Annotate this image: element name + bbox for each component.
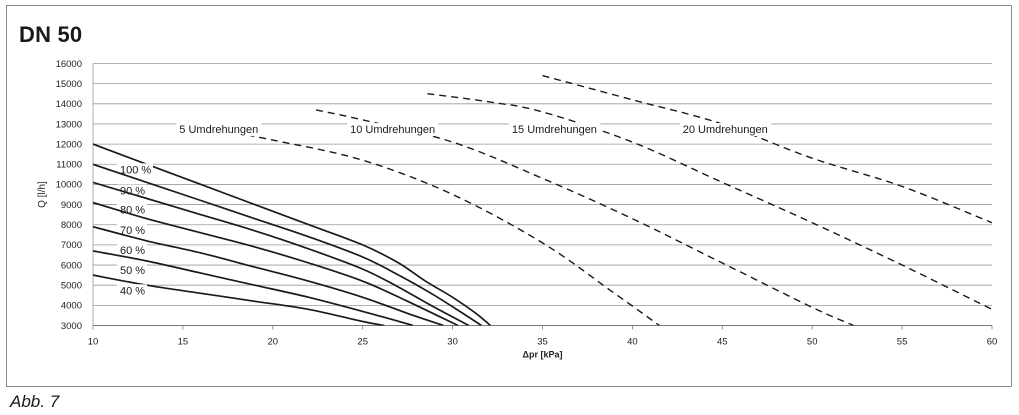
y-tick-label: 16000 xyxy=(56,59,82,70)
figure-caption: Abb. 7 xyxy=(10,392,60,411)
x-tick-label: 15 xyxy=(178,337,189,348)
series-line-7 xyxy=(93,274,385,326)
y-tick-label: 9000 xyxy=(61,200,82,211)
series-label-bg xyxy=(116,264,147,278)
series-line-5 xyxy=(93,225,444,326)
x-tick-label: 55 xyxy=(897,337,908,348)
series-label-bg xyxy=(116,243,147,257)
series-line-9 xyxy=(315,109,854,326)
series-label-bg xyxy=(508,123,601,137)
x-axis-label: Δpr [kPa] xyxy=(523,350,563,360)
series-label: 90 % xyxy=(120,186,145,198)
y-tick-label: 10000 xyxy=(56,180,82,191)
series-label: 80 % xyxy=(120,205,145,217)
x-tick-label: 50 xyxy=(807,337,818,348)
series-label: 50 % xyxy=(120,265,145,277)
y-tick-label: 6000 xyxy=(61,260,82,271)
y-tick-label: 15000 xyxy=(56,79,82,90)
y-tick-label: 12000 xyxy=(56,139,82,150)
series-label-bg xyxy=(116,284,147,298)
series-line-8 xyxy=(188,123,660,326)
chart-frame xyxy=(6,5,1012,387)
series-label-bg xyxy=(116,223,147,237)
series-line-2 xyxy=(93,163,482,326)
series-label: 10 Umdrehungen xyxy=(350,124,435,136)
series-label-bg xyxy=(116,184,147,198)
x-tick-label: 10 xyxy=(88,337,99,348)
x-tick-label: 35 xyxy=(537,337,548,348)
x-tick-label: 30 xyxy=(447,337,458,348)
series-label-bg xyxy=(347,123,439,137)
series-label: 60 % xyxy=(120,245,145,257)
chart-title: DN 50 xyxy=(19,22,83,47)
series-label: 70 % xyxy=(120,225,145,237)
series-label-bg xyxy=(116,163,153,177)
y-tick-label: 3000 xyxy=(61,321,82,332)
x-tick-label: 60 xyxy=(987,337,998,348)
series-line-10 xyxy=(427,93,992,311)
series-label: 5 Umdrehungen xyxy=(179,124,258,136)
y-tick-label: 13000 xyxy=(56,119,82,130)
y-tick-label: 4000 xyxy=(61,301,82,312)
series-line-3 xyxy=(93,181,470,326)
y-tick-label: 8000 xyxy=(61,220,82,231)
series-label-bg xyxy=(116,203,147,217)
y-tick-label: 14000 xyxy=(56,99,82,110)
series-label: 15 Umdrehungen xyxy=(512,124,597,136)
series-label-bg xyxy=(176,123,262,137)
series-label: 40 % xyxy=(120,285,145,297)
x-tick-label: 25 xyxy=(357,337,368,348)
x-tick-label: 45 xyxy=(717,337,728,348)
y-tick-label: 11000 xyxy=(56,160,82,171)
series-line-1 xyxy=(93,143,491,326)
x-tick-label: 40 xyxy=(627,337,638,348)
x-tick-label: 20 xyxy=(268,337,279,348)
series-label-bg xyxy=(679,123,772,137)
series-line-11 xyxy=(542,74,992,224)
y-tick-label: 5000 xyxy=(61,280,82,291)
series-label: 20 Umdrehungen xyxy=(683,124,768,136)
series-line-4 xyxy=(93,201,459,326)
series-line-6 xyxy=(93,250,414,326)
y-axis-label: Q [l/h] xyxy=(37,181,48,208)
y-tick-label: 7000 xyxy=(61,240,82,251)
series-label: 100 % xyxy=(120,164,151,176)
